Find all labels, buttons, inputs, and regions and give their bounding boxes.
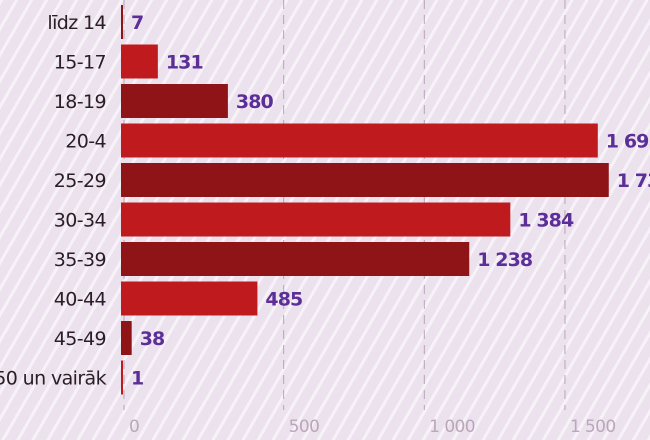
category-label: 40-44	[54, 289, 107, 311]
category-labels: līdz 14 15-17 18-19 20-4 25-29 30-34 35-39 40-4…	[0, 12, 107, 390]
bar	[121, 321, 132, 355]
x-tick-label: 0	[129, 417, 139, 437]
bar	[121, 44, 158, 79]
value-label: 1	[131, 368, 143, 390]
bar	[121, 202, 511, 237]
value-label: 1 238	[477, 249, 533, 271]
bar	[121, 5, 123, 39]
category-label: 18-19	[54, 91, 106, 113]
bar	[121, 163, 609, 197]
value-label: 38	[140, 328, 165, 350]
bar	[121, 123, 598, 158]
value-label: 1 384	[518, 210, 574, 232]
bar	[121, 242, 470, 276]
category-label: līdz 14	[47, 12, 106, 34]
category-label: 45-49	[54, 328, 106, 350]
category-label: 15-17	[54, 52, 106, 74]
bars	[121, 5, 609, 395]
value-label: 1 695	[606, 131, 650, 153]
x-tick-label: 500	[289, 417, 320, 437]
x-axis-ticks: 0 500 1 000 1 500	[129, 417, 616, 437]
value-label: 380	[236, 91, 274, 113]
value-label: 7	[131, 12, 143, 34]
value-label: 485	[265, 289, 302, 311]
category-label: 25-29	[54, 170, 106, 192]
value-labels: 7 131 380 1 695 1 734 1 384 1 238 485 38 1	[131, 12, 650, 390]
category-label: 35-39	[54, 249, 106, 271]
bar	[121, 360, 123, 395]
category-label: 50 un vairāk	[0, 368, 107, 390]
category-label: 30-34	[54, 210, 107, 232]
bar	[121, 84, 228, 118]
bar	[121, 281, 258, 316]
x-tick-label: 1 500	[570, 417, 616, 437]
x-tick-label: 1 000	[429, 417, 475, 437]
value-label: 1 734	[617, 170, 650, 192]
value-label: 131	[166, 52, 203, 74]
category-label: 20-4	[65, 131, 106, 153]
